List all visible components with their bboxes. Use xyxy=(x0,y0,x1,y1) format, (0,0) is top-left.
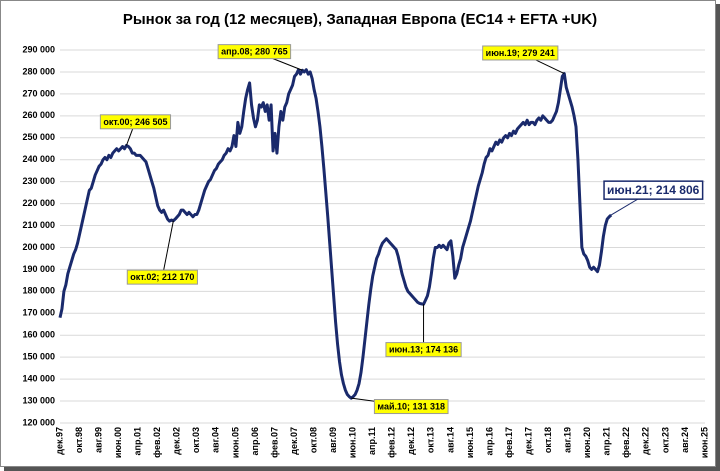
annotation-label: июн.21; 214 806 xyxy=(607,183,700,197)
annotation: июн.19; 279 241 xyxy=(482,45,559,61)
annotation-label: май.10; 131 318 xyxy=(377,402,445,412)
x-tick-label: фев.12 xyxy=(387,427,397,458)
x-tick-label: дек.97 xyxy=(54,427,64,455)
x-tick-label: окт.03 xyxy=(191,427,201,453)
y-tick-label: 240 000 xyxy=(22,154,55,164)
x-tick-label: фев.22 xyxy=(621,427,631,458)
annotation: май.10; 131 318 xyxy=(373,399,449,415)
x-tick-label: окт.08 xyxy=(308,427,318,453)
y-tick-label: 270 000 xyxy=(22,88,55,98)
y-tick-label: 140 000 xyxy=(22,373,55,383)
x-tick-label: окт.13 xyxy=(426,427,436,453)
annotation-label: окт.00; 246 505 xyxy=(103,117,167,127)
x-tick-label: окт.18 xyxy=(543,427,553,453)
y-tick-label: 290 000 xyxy=(22,44,55,54)
x-tick-label: июн.25 xyxy=(699,427,709,458)
x-tick-label: окт.98 xyxy=(74,427,84,453)
annotation-label: июн.13; 174 136 xyxy=(389,345,458,355)
annotation-label: апр.08; 280 765 xyxy=(221,47,287,57)
x-tick-label: дек.12 xyxy=(406,427,416,455)
y-tick-label: 280 000 xyxy=(22,66,55,76)
y-tick-label: 260 000 xyxy=(22,110,55,120)
x-tick-label: июн.15 xyxy=(465,427,475,458)
x-tick-label: дек.17 xyxy=(523,427,533,455)
x-tick-label: июн.20 xyxy=(582,427,592,458)
y-tick-label: 130 000 xyxy=(22,395,55,405)
x-tick-label: фев.02 xyxy=(152,427,162,458)
annotation: апр.08; 280 765 xyxy=(217,44,292,60)
x-tick-label: дек.07 xyxy=(289,427,299,455)
x-tick-label: авг.99 xyxy=(93,427,103,453)
annotation-box xyxy=(603,180,704,200)
x-tick-label: фев.07 xyxy=(269,427,279,458)
y-tick-label: 190 000 xyxy=(22,264,55,274)
annotation: окт.00; 246 505 xyxy=(99,114,172,130)
x-tick-label: авг.14 xyxy=(445,427,455,453)
frame-shadow xyxy=(4,467,720,471)
x-tick-label: июн.10 xyxy=(348,427,358,458)
x-tick-label: авг.24 xyxy=(680,427,690,453)
x-tick-label: авг.04 xyxy=(211,427,221,453)
y-tick-label: 200 000 xyxy=(22,242,55,252)
frame-shadow xyxy=(716,4,720,471)
annotation-box xyxy=(373,399,449,415)
annotation-label: июн.19; 279 241 xyxy=(486,48,555,58)
annotation-box xyxy=(99,114,172,130)
y-tick-label: 250 000 xyxy=(22,132,55,142)
annotation-box xyxy=(126,269,198,285)
annotation-box xyxy=(217,44,292,60)
annotation-label: окт.02; 212 170 xyxy=(130,272,194,282)
x-tick-label: апр.21 xyxy=(602,427,612,455)
chart-title: Рынок за год (12 месяцев), Западная Евро… xyxy=(123,11,597,28)
x-tick-label: апр.11 xyxy=(367,427,377,455)
y-tick-label: 180 000 xyxy=(22,286,55,296)
x-tick-label: июн.05 xyxy=(230,427,240,458)
x-tick-label: июн.00 xyxy=(113,427,123,458)
y-tick-label: 170 000 xyxy=(22,308,55,318)
x-tick-label: дек.22 xyxy=(641,427,651,455)
y-tick-label: 230 000 xyxy=(22,176,55,186)
annotation-box xyxy=(482,45,559,61)
x-tick-label: апр.06 xyxy=(250,427,260,455)
x-tick-label: окт.23 xyxy=(660,427,670,453)
annotation: окт.02; 212 170 xyxy=(126,269,198,285)
x-tick-label: апр.01 xyxy=(133,427,143,455)
annotation: июн.21; 214 806 xyxy=(603,180,704,200)
x-tick-label: апр.16 xyxy=(484,427,494,455)
x-tick-label: дек.02 xyxy=(172,427,182,455)
x-tick-label: авг.19 xyxy=(563,427,573,453)
annotation-pointer xyxy=(161,220,174,277)
y-tick-label: 210 000 xyxy=(22,220,55,230)
annotation: июн.13; 174 136 xyxy=(385,342,462,358)
line-series xyxy=(58,68,613,400)
x-tick-label: фев.17 xyxy=(504,427,514,458)
y-tick-label: 150 000 xyxy=(22,352,55,362)
y-tick-label: 220 000 xyxy=(22,198,55,208)
y-tick-label: 120 000 xyxy=(22,417,55,427)
x-tick-label: авг.09 xyxy=(328,427,338,453)
y-tick-label: 160 000 xyxy=(22,330,55,340)
annotation-box xyxy=(385,342,462,358)
